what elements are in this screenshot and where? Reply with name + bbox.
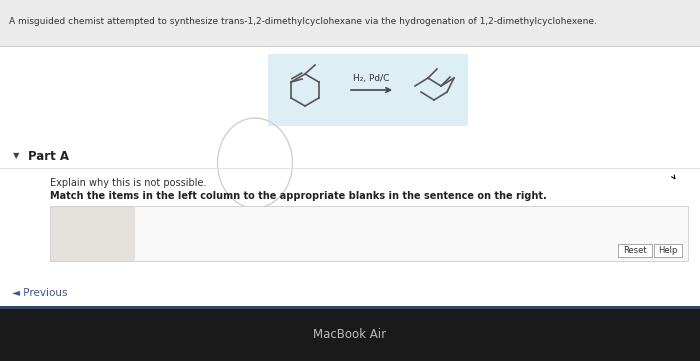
Text: MacBook Air: MacBook Air [314,327,386,340]
Bar [0,34,700,306]
Text: Reset: Reset [623,246,647,255]
Bar [50,206,135,261]
Text: Help: Help [658,246,678,255]
Bar [50,206,688,261]
Text: ◄ Previous: ◄ Previous [12,288,67,298]
Bar [268,54,468,126]
Bar [0,0,700,46]
Text: Part A: Part A [28,149,69,162]
Text: Match the items in the left column to the appropriate blanks in the sentence on : Match the items in the left column to th… [50,191,547,201]
Bar [618,244,652,257]
Bar [0,306,700,309]
Text: A misguided chemist attempted to synthesize trans-1,2-dimethylcyclohexane via th: A misguided chemist attempted to synthes… [9,17,597,26]
Text: H₂, Pd/C: H₂, Pd/C [354,74,390,83]
Text: Explain why this is not possible.: Explain why this is not possible. [50,178,206,188]
Text: ▼: ▼ [13,152,20,161]
Bar [654,244,682,257]
Bar [0,306,700,361]
